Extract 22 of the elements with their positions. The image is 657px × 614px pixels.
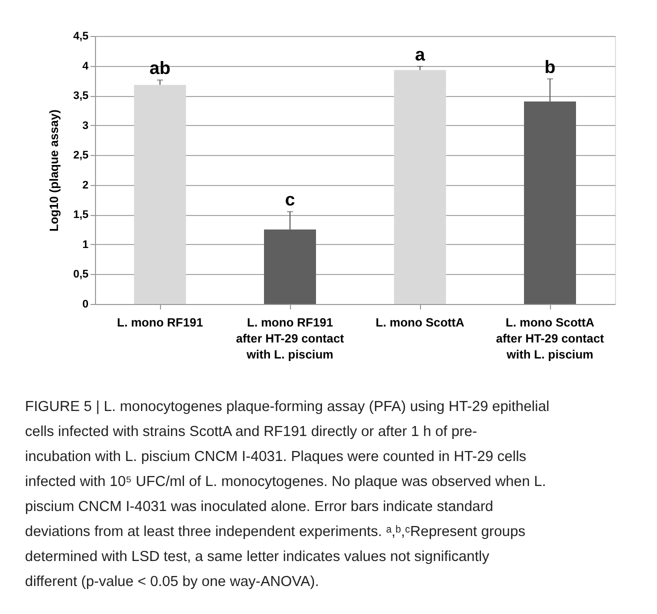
y-tick-label: 3,5 <box>73 90 88 102</box>
y-tick-label: 4 <box>82 60 90 72</box>
annotation: ab <box>149 58 171 78</box>
annotation: a <box>414 44 426 64</box>
y-tick-label: 1,5 <box>73 209 88 222</box>
y-tick-label: 3 <box>82 120 88 132</box>
x-tick-label: L. mono ScottA after HT-29 contact with L. piscium <box>496 316 604 362</box>
bar <box>394 70 446 304</box>
caption: FIGURE 5 | L. monocytogenes plaque-forming assay (PFA) using HT-29 epithelial cells infected with strains ScottA and RF191 directly or after 1 h of pre-incubation with L. piscium CNCM I-4031. Plaques were counted in HT-29 cells infected with 10⁵ UFC/ml of L. monocytogenes. No plaque was observed when L. piscium CNCM I-4031 was inoculated alone. Error bars indicate standard deviations from at least three independent experiments. ᵃ,ᵇ,ᶜRepresent groups determined with LSD test, a same letter indicates values not significantly different (p-value < 0.05 by one way-ANOVA). <box>25 399 550 590</box>
x-tick-label: L. mono ScottA <box>376 316 465 330</box>
y-tick-label: 2 <box>82 179 88 192</box>
x-tick-label: L. mono RF191 after HT-29 contact with L. piscium <box>236 316 344 362</box>
y-tick-label: 1 <box>82 238 88 251</box>
annotation: b <box>544 56 556 77</box>
y-tick-label: 0 <box>82 298 88 310</box>
y-tick-label: 4,5 <box>73 30 88 42</box>
x-tick-label: L. mono RF191 <box>116 316 204 330</box>
y-tick-label: 2,5 <box>73 150 88 162</box>
y-axis-title: Log10 (plaque assay) <box>47 109 62 232</box>
bar <box>134 84 186 304</box>
y-tick-label: 0,5 <box>73 268 88 281</box>
annotation: c <box>284 190 296 210</box>
